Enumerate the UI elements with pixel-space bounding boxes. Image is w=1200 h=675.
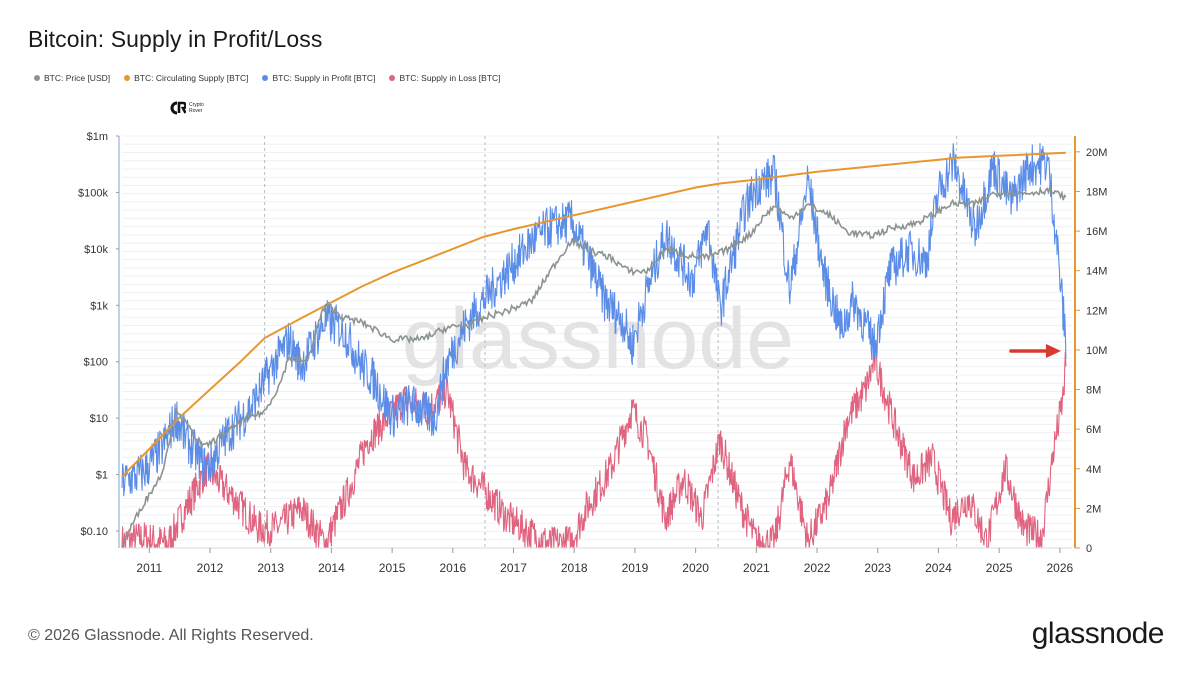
- x-tick-label: 2022: [804, 561, 831, 575]
- crypto-rover-text: Crypto Rover: [189, 102, 204, 114]
- legend-item-price[interactable]: BTC: Price [USD]: [34, 73, 110, 83]
- x-tick-label: 2023: [864, 561, 891, 575]
- axes: $0.10 $1 $10 $100 $1k $10k $100k $1m 0 2M 4M 6M 8M 10…: [78, 131, 1107, 575]
- right-tick-label: 6M: [1086, 424, 1101, 436]
- right-tick-label: 4M: [1086, 464, 1101, 476]
- x-tick-label: 2011: [136, 561, 162, 575]
- x-tick-label: 2020: [682, 561, 709, 575]
- legend-item-supply-in-profit[interactable]: BTC: Supply in Profit [BTC]: [262, 73, 375, 83]
- chart-legend: BTC: Price [USD] BTC: Circulating Supply…: [34, 71, 501, 85]
- series-layer: [121, 143, 1067, 549]
- legend-dot-circulating-supply: [124, 75, 131, 81]
- legend-dot-supply-in-profit: [262, 75, 269, 81]
- left-tick-label: $1k: [90, 300, 108, 312]
- legend-dot-price: [34, 75, 40, 81]
- grid-lines: [122, 135, 1072, 549]
- legend-label-circulating-supply: BTC: Circulating Supply [BTC]: [134, 73, 249, 83]
- left-tick-label: $0.10: [80, 526, 108, 538]
- annotation-arrow-head: [1046, 344, 1061, 358]
- legend-item-circulating-supply[interactable]: BTC: Circulating Supply [BTC]: [124, 73, 248, 83]
- right-tick-label: 10M: [1086, 345, 1107, 357]
- right-tick-label: 20M: [1086, 147, 1107, 159]
- x-tick-label: 2012: [197, 561, 224, 575]
- x-tick-label: 2018: [561, 561, 588, 575]
- right-tick-label: 0: [1086, 543, 1092, 555]
- left-tick-label: $100: [84, 357, 108, 369]
- x-tick-label: 2026: [1047, 561, 1074, 575]
- left-tick-label: $10: [90, 413, 108, 425]
- x-tick-label: 2015: [379, 561, 406, 575]
- crypto-rover-logo-icon: [170, 101, 186, 115]
- series-supply-in-loss-line: [121, 344, 1067, 549]
- series-circulating-supply-line: [121, 151, 1066, 478]
- x-tick-label: 2016: [439, 561, 466, 575]
- left-tick-label: $1: [96, 470, 108, 482]
- chart-title: Bitcoin: Supply in Profit/Loss: [28, 26, 323, 52]
- legend-dot-supply-in-loss: [389, 75, 396, 81]
- right-tick-label: 18M: [1086, 186, 1107, 198]
- x-tick-label: 2025: [986, 561, 1013, 575]
- left-tick-label: $10k: [84, 244, 108, 256]
- right-tick-label: 2M: [1086, 503, 1101, 515]
- x-tick-label: 2017: [500, 561, 527, 575]
- copyright-footer: © 2026 Glassnode. All Rights Reserved.: [28, 627, 314, 644]
- x-tick-label: 2024: [925, 561, 952, 575]
- legend-item-supply-in-loss[interactable]: BTC: Supply in Loss [BTC]: [389, 73, 501, 83]
- x-tick-label: 2013: [257, 561, 284, 575]
- left-tick-label: $100k: [78, 187, 108, 199]
- series-supply-in-profit-line: [121, 143, 1067, 497]
- right-tick-label: 12M: [1086, 305, 1107, 317]
- watermark-text: glassnode: [402, 291, 794, 387]
- legend-label-supply-in-profit: BTC: Supply in Profit [BTC]: [272, 73, 376, 83]
- x-tick-label: 2019: [622, 561, 649, 575]
- right-tick-label: 14M: [1086, 266, 1107, 278]
- left-tick-label: $1m: [87, 131, 108, 143]
- right-tick-label: 8M: [1086, 385, 1101, 397]
- annotation-arrow: [1009, 344, 1061, 358]
- x-tick-label: 2014: [318, 561, 345, 575]
- crypto-rover-badge: Crypto Rover: [170, 101, 213, 115]
- legend-label-supply-in-loss: BTC: Supply in Loss [BTC]: [399, 73, 501, 83]
- x-tick-label: 2021: [743, 561, 770, 575]
- right-tick-label: 16M: [1086, 226, 1107, 238]
- glassnode-logo[interactable]: glassnode: [1031, 617, 1165, 650]
- legend-label-price: BTC: Price [USD]: [44, 73, 111, 83]
- series-price-line: [121, 184, 1067, 546]
